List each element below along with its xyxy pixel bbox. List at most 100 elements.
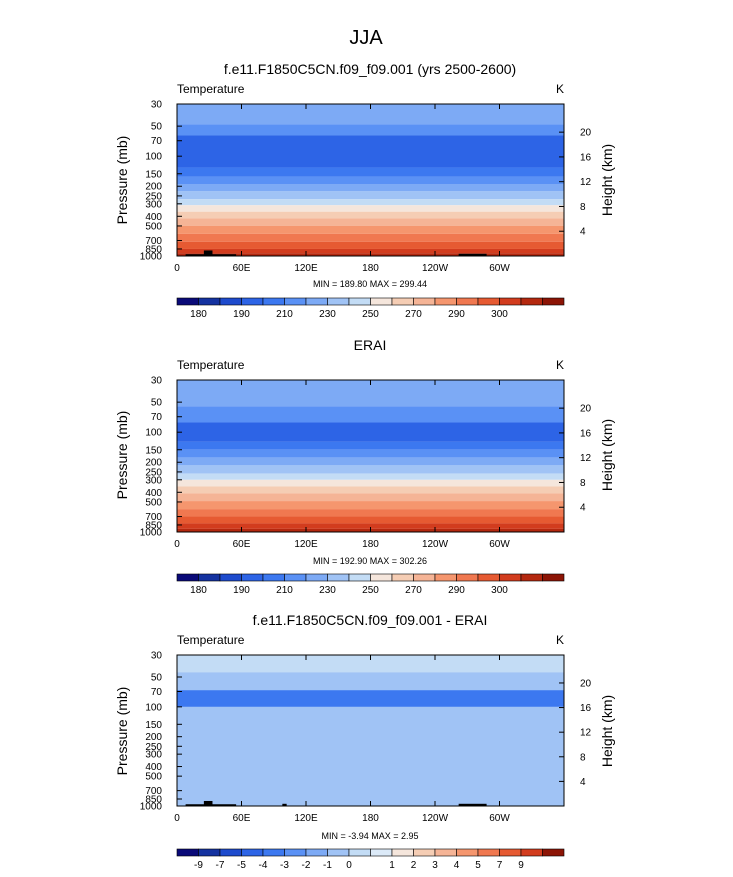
contour-band-7 [177,473,564,480]
contour-band-3 [177,167,564,177]
panel-title-erai: ERAI [354,337,387,353]
units-label-model: K [556,82,564,96]
contour-band-2 [177,690,564,707]
panel-title-model: f.e11.F1850C5CN.f09_f09.001 (yrs 2500-26… [224,61,516,77]
colorbar-cell [219,573,242,582]
contour-band-0 [177,655,564,673]
contour-band-5 [177,457,564,466]
colorbar-cell [219,297,242,306]
colorbar-label: -4 [259,860,268,871]
y-tick-label: 300 [145,475,162,486]
left-label-difference: Temperature [177,633,245,647]
colorbar-cell [305,848,328,857]
colorbar-label: -2 [302,860,311,871]
colorbar-cell [499,848,522,857]
y-axis-label-erai: Pressure (mb) [114,411,130,500]
colorbar-model: 180 190 210 230 250 270 290 300 [176,297,565,320]
x-tick-label: 0 [174,263,180,274]
units-label-erai: K [556,358,564,372]
panel-title-difference: f.e11.F1850C5CN.f09_f09.001 - ERAI [253,612,488,628]
colorbar-label: 290 [448,309,465,320]
x-tick-label: 60W [489,539,510,550]
x-tick-label: 180 [362,813,379,824]
contour-band-3 [177,441,564,450]
left-label-model: Temperature [177,82,245,96]
colorbar-cell [434,297,457,306]
y-right-tick-label: 16 [580,152,592,163]
contour-band-12 [177,509,564,517]
contour-plot-difference: 0 60E 120E 180 120W 60W3050701001502002503004… [140,651,592,825]
colorbar-label: -7 [216,860,225,871]
contour-band-12 [177,233,564,242]
min-max-difference: MIN = -3.94 MAX = 2.95 [321,831,418,841]
x-tick-label: 120W [422,813,449,824]
x-tick-label: 0 [174,813,180,824]
y-tick-label: 50 [151,398,163,409]
y-right-tick-label: 8 [580,752,586,763]
y-tick-label: 100 [145,702,162,713]
y-tick-label: 150 [145,445,162,456]
colorbar-cell [327,573,350,582]
contour-band-9 [177,211,564,219]
colorbar-label: 250 [362,309,379,320]
colorbar-cell [198,848,221,857]
y-tick-label: 850 [145,795,162,806]
contour-band-9 [177,486,564,494]
colorbar-label: 290 [448,585,465,596]
contour-band-3 [177,706,564,806]
x-tick-label: 180 [362,539,379,550]
y-tick-label: 700 [145,236,162,247]
colorbar-label: 270 [405,585,422,596]
colorbar-label: -3 [280,860,289,871]
colorbar-cell [284,297,307,306]
y-tick-label: 500 [145,221,162,232]
units-label-difference: K [556,633,564,647]
colorbar-cell [198,573,221,582]
contour-band-7 [177,199,564,206]
y-tick-label: 50 [151,672,163,683]
y-axis-right-label-erai: Height (km) [599,419,615,491]
y-tick-label: 1000 [140,252,163,263]
panel-model: f.e11.F1850C5CN.f09_f09.001 (yrs 2500-26… [114,61,615,320]
y-tick-label: 400 [145,488,162,499]
colorbar-cell [284,848,307,857]
contour-band-1 [177,672,564,691]
colorbar-label: 230 [319,309,336,320]
y-right-tick-label: 12 [580,728,592,739]
colorbar-cell [305,297,328,306]
colorbar-cell [241,848,264,857]
x-tick-label: 60E [233,539,251,550]
terrain-mask-3 [458,803,487,806]
y-tick-label: 1000 [140,528,163,539]
colorbar-cell [413,848,436,857]
min-max-model: MIN = 189.80 MAX = 299.44 [313,279,427,289]
x-tick-label: 60W [489,263,510,274]
y-axis-label-model: Pressure (mb) [114,136,130,225]
y-tick-label: 100 [145,152,162,163]
left-label-erai: Temperature [177,358,245,372]
colorbar-erai: 180 190 210 230 250 270 290 300 [176,573,565,596]
y-right-tick-label: 4 [580,227,586,238]
colorbar-label: 180 [190,585,207,596]
contour-band-10 [177,493,564,502]
colorbar-label: 7 [497,860,503,871]
y-tick-label: 100 [145,428,162,439]
colorbar-cell [391,848,414,857]
y-right-tick-label: 8 [580,202,586,213]
y-right-tick-label: 16 [580,428,592,439]
y-right-tick-label: 20 [580,128,592,139]
y-axis-right-label-model: Height (km) [599,144,615,216]
colorbar-cell [520,848,543,857]
colorbar-cell [391,297,414,306]
colorbar-label: 4 [454,860,460,871]
colorbar-label: 210 [276,309,293,320]
colorbar-cell [262,573,285,582]
colorbar-cell [219,848,242,857]
terrain-mask-1 [203,250,213,256]
x-tick-label: 60W [489,813,510,824]
min-max-erai: MIN = 192.90 MAX = 302.26 [313,556,427,566]
colorbar-label: 270 [405,309,422,320]
colorbar-cell [348,848,371,857]
panel-difference: f.e11.F1850C5CN.f09_f09.001 - ERAI Tempe… [114,612,615,871]
